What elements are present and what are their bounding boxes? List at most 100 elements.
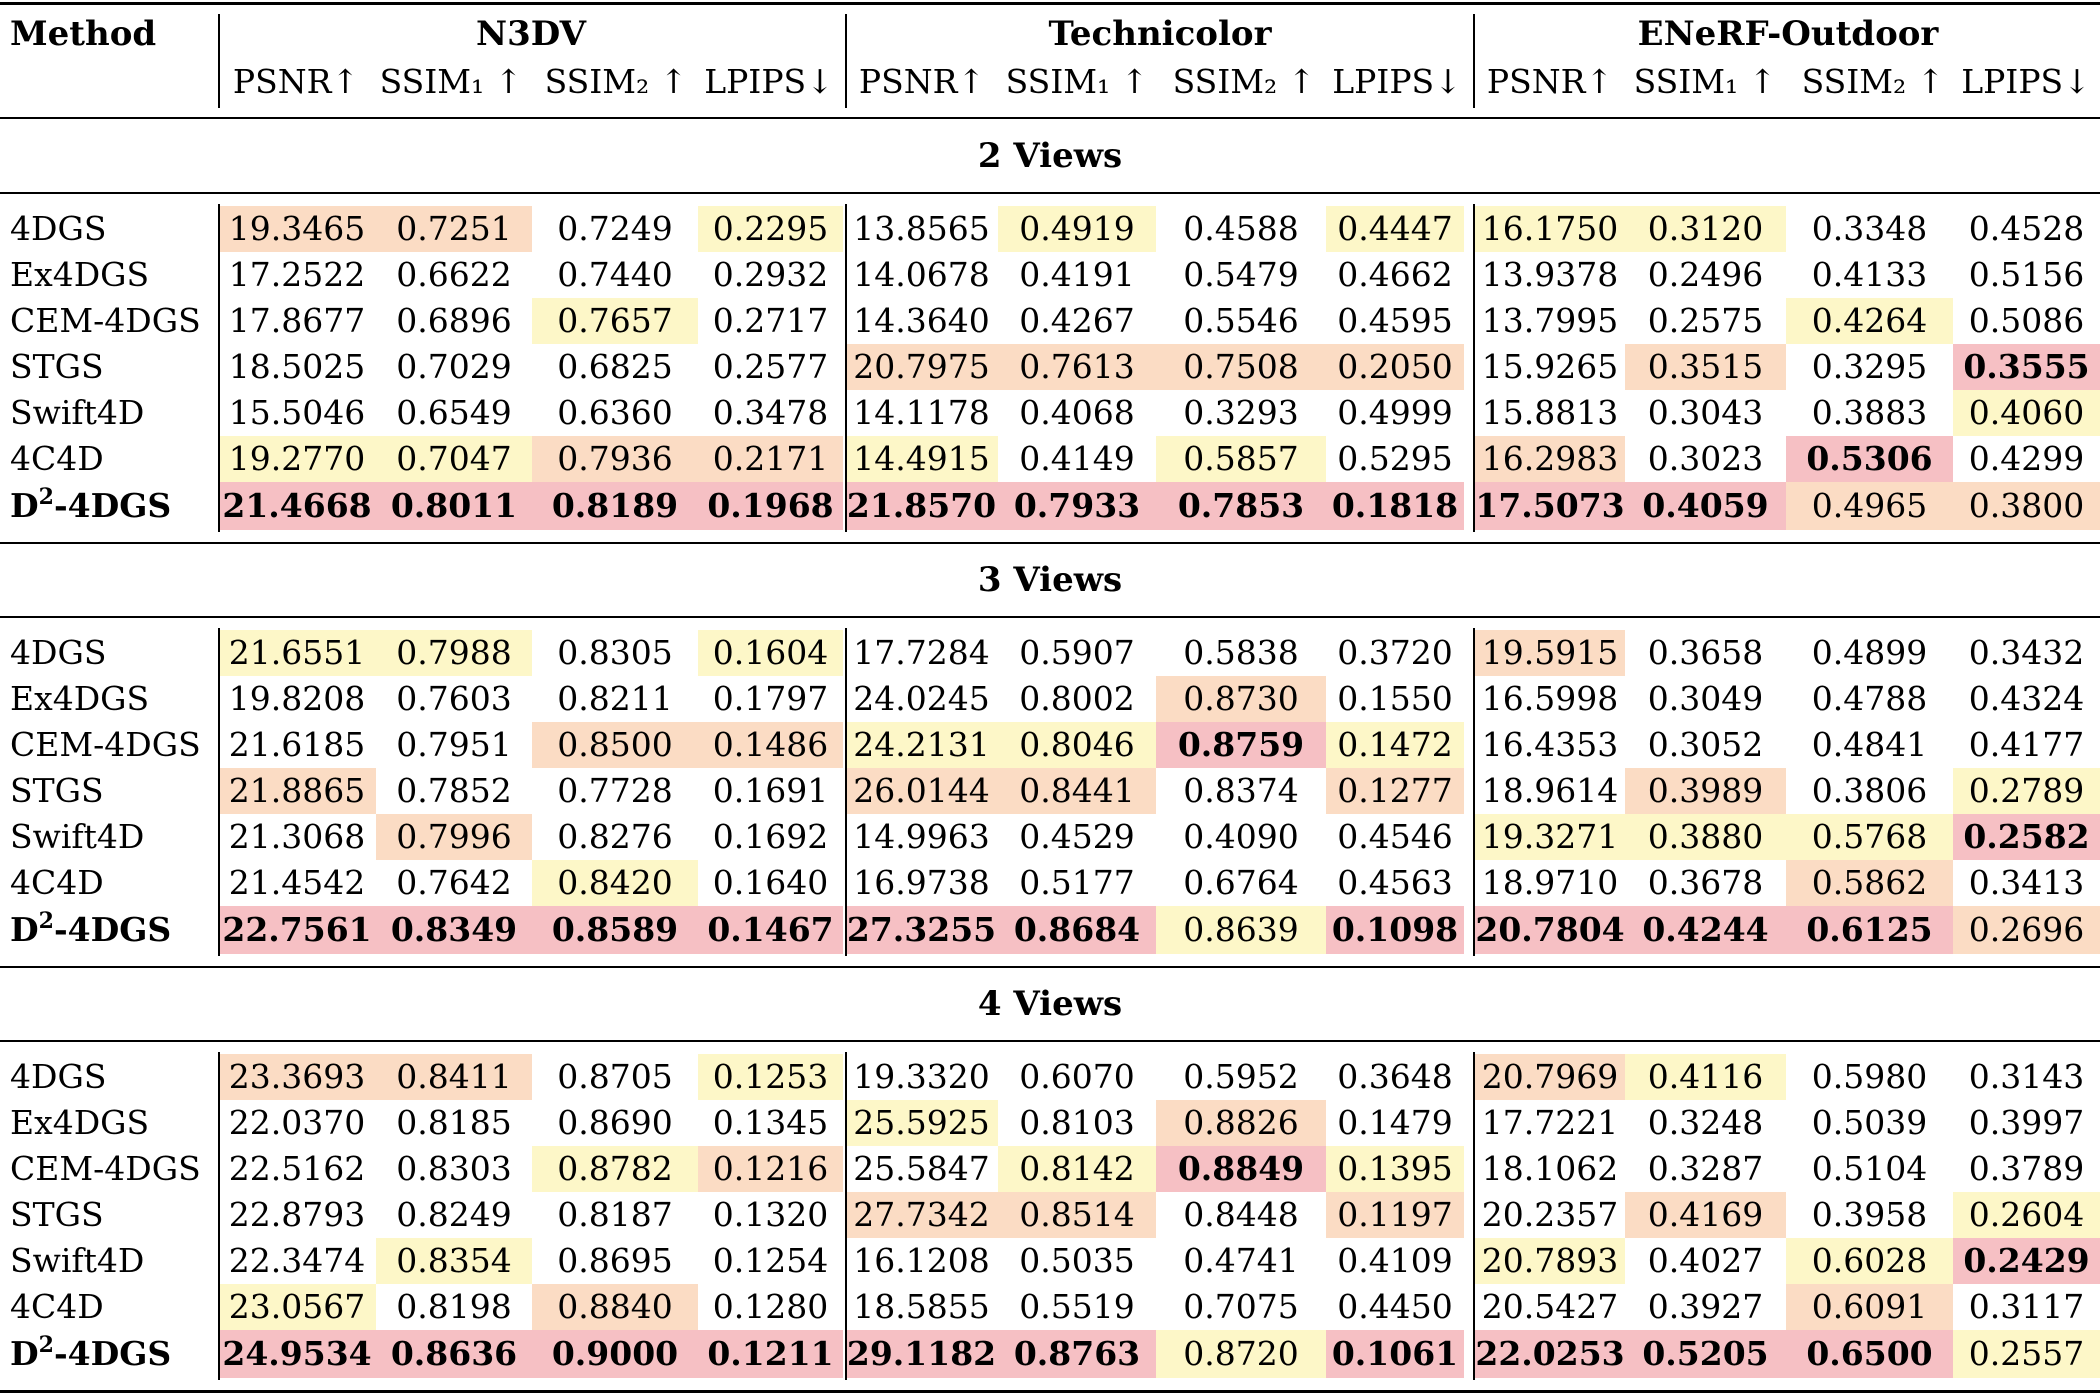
section-rule bbox=[0, 192, 2100, 194]
metric-cell: 0.4899 bbox=[1811, 633, 1928, 672]
metric-cell: 16.1208 bbox=[853, 1241, 990, 1280]
metric-cell: 20.7893 bbox=[1475, 1238, 1625, 1284]
metric-cell: 0.7657 bbox=[532, 298, 698, 344]
metric-cell: 0.2582 bbox=[1953, 814, 2100, 860]
metric-cell: 0.3678 bbox=[1647, 863, 1764, 902]
metric-cell: 0.7047 bbox=[376, 436, 532, 482]
metric-cell: 0.2604 bbox=[1953, 1192, 2100, 1238]
metric-header-ssim1: SSIM₁ ↑ bbox=[379, 62, 523, 101]
metric-cell: 0.1467 bbox=[698, 906, 843, 954]
metric-cell: 0.3248 bbox=[1647, 1103, 1764, 1142]
metric-cell: 0.8705 bbox=[557, 1057, 673, 1096]
metric-cell: 0.5838 bbox=[1183, 633, 1299, 672]
method-name: STGS bbox=[10, 347, 104, 386]
metric-cell: 21.8865 bbox=[218, 768, 376, 814]
metric-cell: 19.3320 bbox=[853, 1057, 990, 1096]
metric-cell: 0.4662 bbox=[1337, 255, 1453, 294]
metric-cell: 0.4588 bbox=[1183, 209, 1299, 248]
column-divider bbox=[845, 628, 847, 956]
metric-cell: 0.3515 bbox=[1625, 344, 1786, 390]
metric-cell: 0.2295 bbox=[698, 206, 843, 252]
metric-cell: 0.4450 bbox=[1337, 1287, 1453, 1326]
metric-header-ssim2: SSIM₂ ↑ bbox=[544, 62, 688, 101]
metric-cell: 0.1691 bbox=[712, 771, 829, 810]
metric-cell: 0.5205 bbox=[1625, 1330, 1786, 1378]
column-divider bbox=[218, 204, 220, 532]
metric-cell: 0.5980 bbox=[1811, 1057, 1928, 1096]
metric-header-lpips: LPIPS↓ bbox=[1961, 62, 2091, 101]
metric-cell: 0.8826 bbox=[1156, 1100, 1326, 1146]
metric-cell: 20.7804 bbox=[1475, 906, 1625, 954]
metric-cell: 0.3789 bbox=[1968, 1149, 2085, 1188]
metric-cell: 0.3555 bbox=[1953, 344, 2100, 390]
metric-cell: 19.3271 bbox=[1475, 814, 1625, 860]
column-divider bbox=[845, 1052, 847, 1380]
metric-cell: 0.1320 bbox=[712, 1195, 829, 1234]
method-name: 4DGS bbox=[10, 633, 107, 672]
column-divider bbox=[218, 628, 220, 956]
metric-cell: 0.2429 bbox=[1953, 1238, 2100, 1284]
metric-cell: 0.3023 bbox=[1647, 439, 1764, 478]
metric-header-ssim2: SSIM₂ ↑ bbox=[1172, 62, 1316, 101]
metric-cell: 0.4841 bbox=[1811, 725, 1928, 764]
metric-cell: 21.6185 bbox=[228, 725, 366, 764]
metric-header-psnr: PSNR↑ bbox=[232, 62, 360, 101]
metric-cell: 0.6622 bbox=[396, 255, 512, 294]
method-name: 4C4D bbox=[10, 863, 104, 902]
header-divider bbox=[1473, 14, 1475, 108]
metric-cell: 0.8011 bbox=[376, 482, 532, 530]
column-divider bbox=[1473, 204, 1475, 532]
metric-cell: 0.7933 bbox=[998, 482, 1156, 530]
method-name: Ex4DGS bbox=[10, 679, 150, 718]
metric-cell: 19.2770 bbox=[218, 436, 376, 482]
metric-cell: 0.3120 bbox=[1625, 206, 1786, 252]
method-name: CEM-4DGS bbox=[10, 1149, 201, 1188]
metric-cell: 0.8303 bbox=[396, 1149, 512, 1188]
metric-cell: 0.4068 bbox=[1019, 393, 1135, 432]
metric-cell: 0.4965 bbox=[1786, 482, 1953, 530]
metric-cell: 0.8684 bbox=[998, 906, 1156, 954]
metric-cell: 0.4169 bbox=[1625, 1192, 1786, 1238]
metric-cell: 18.5855 bbox=[853, 1287, 990, 1326]
metric-cell: 0.5952 bbox=[1183, 1057, 1299, 1096]
method-name: 4C4D bbox=[10, 1287, 104, 1326]
metric-cell: 0.1253 bbox=[698, 1054, 843, 1100]
method-name: D2-4DGS bbox=[10, 484, 172, 525]
metric-cell: 17.7221 bbox=[1481, 1103, 1619, 1142]
metric-cell: 0.6549 bbox=[396, 393, 512, 432]
metric-cell: 0.1604 bbox=[698, 630, 843, 676]
metric-cell: 0.4529 bbox=[1019, 817, 1135, 856]
metric-cell: 0.8305 bbox=[557, 633, 673, 672]
metric-cell: 0.7251 bbox=[376, 206, 532, 252]
metric-cell: 0.4528 bbox=[1968, 209, 2085, 248]
metric-cell: 0.1277 bbox=[1326, 768, 1464, 814]
metric-cell: 0.8589 bbox=[532, 906, 698, 954]
metric-cell: 0.4324 bbox=[1968, 679, 2085, 718]
method-name: STGS bbox=[10, 771, 104, 810]
metric-cell: 24.0245 bbox=[853, 679, 990, 718]
metric-cell: 25.5925 bbox=[845, 1100, 998, 1146]
metric-cell: 0.2050 bbox=[1326, 344, 1464, 390]
dataset-header-enerf-outdoor: ENeRF-Outdoor bbox=[1637, 14, 1939, 54]
metric-cell: 0.4133 bbox=[1811, 255, 1928, 294]
metric-cell: 16.2983 bbox=[1475, 436, 1625, 482]
metric-cell: 0.1098 bbox=[1326, 906, 1464, 954]
metric-cell: 0.6360 bbox=[557, 393, 673, 432]
metric-cell: 18.9710 bbox=[1481, 863, 1619, 902]
metric-header-ssim1: SSIM₁ ↑ bbox=[1633, 62, 1777, 101]
metric-cell: 19.8208 bbox=[228, 679, 366, 718]
metric-cell: 0.4999 bbox=[1337, 393, 1453, 432]
metric-header-lpips: LPIPS↓ bbox=[704, 62, 834, 101]
metric-cell: 20.7975 bbox=[845, 344, 998, 390]
metric-cell: 18.5025 bbox=[228, 347, 366, 386]
metric-cell: 0.3658 bbox=[1647, 633, 1764, 672]
metric-cell: 0.5177 bbox=[1019, 863, 1135, 902]
metric-cell: 0.8189 bbox=[532, 482, 698, 530]
metric-cell: 0.1211 bbox=[698, 1330, 843, 1378]
method-name: CEM-4DGS bbox=[10, 725, 201, 764]
header-divider bbox=[218, 14, 220, 108]
metric-cell: 0.5156 bbox=[1968, 255, 2085, 294]
metric-cell: 0.2577 bbox=[712, 347, 829, 386]
section-bottom-rule bbox=[0, 1390, 2100, 1393]
